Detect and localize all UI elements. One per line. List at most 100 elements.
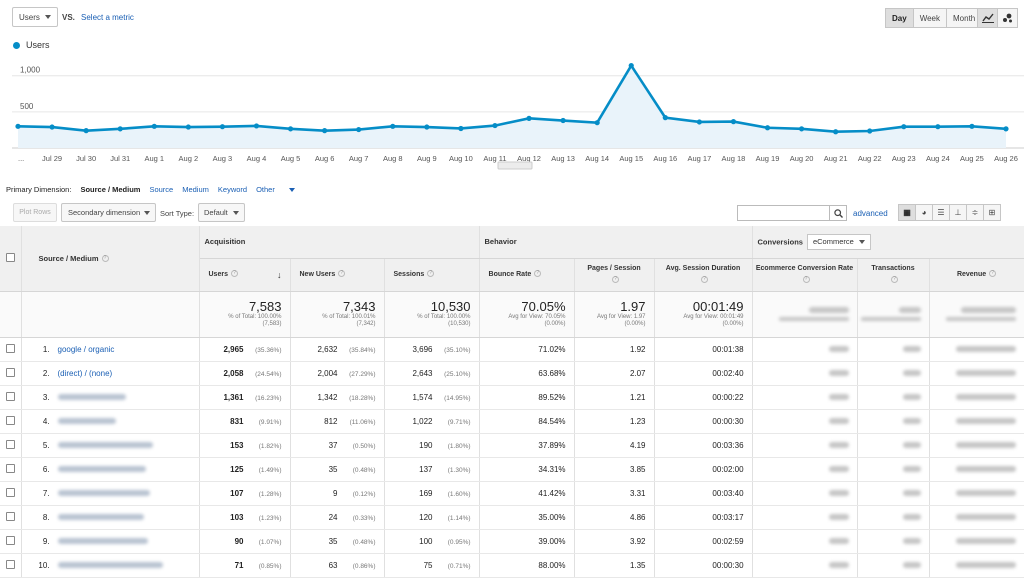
revenue-header[interactable]: Revenue? (929, 258, 1024, 292)
row-checkbox[interactable] (5, 535, 15, 545)
ecommerce-rate-header[interactable]: Ecommerce Conversion Rate? (752, 258, 858, 292)
data-point[interactable] (117, 126, 123, 132)
help-icon[interactable]: ? (534, 270, 542, 278)
data-point[interactable] (935, 124, 941, 130)
day-button[interactable]: Day (885, 8, 914, 28)
table-row[interactable]: 9. 90 (1.07%) 35 (0.48%) 100 (0.95%) 39.00% 3.92… (0, 529, 1024, 554)
dimension-source-medium[interactable]: Source / Medium (80, 185, 141, 194)
table-row[interactable]: 8. 103 (1.23%) 24 (0.33%) 120 (1.14%) 35.00% 4.8… (0, 505, 1024, 530)
transactions-header[interactable]: Transactions? (857, 258, 930, 292)
term-cloud-icon[interactable]: ≑ (966, 204, 984, 221)
data-point[interactable] (764, 125, 771, 131)
chart-resize-handle[interactable] (497, 161, 533, 170)
secondary-dimension-select[interactable]: Secondary dimension (61, 203, 156, 222)
data-point[interactable] (696, 119, 702, 125)
help-icon[interactable]: ? (427, 270, 435, 278)
data-point[interactable] (526, 115, 532, 121)
data-point[interactable] (560, 117, 566, 124)
pie-chart-icon[interactable]: ◕ (915, 204, 933, 221)
help-icon[interactable]: ? (891, 276, 899, 284)
row-checkbox[interactable] (5, 391, 15, 401)
data-point[interactable] (730, 119, 737, 125)
table-row[interactable]: 7. 107 (1.28%) 9 (0.12%) 169 (1.60%) 41.42% 3.31… (0, 481, 1024, 506)
dimension-other[interactable]: Other (256, 185, 304, 194)
table-row[interactable]: 3. 1,361 (16.23%) 1,342 (18.28%) 1,574 (14.95%… (0, 385, 1024, 410)
data-point[interactable] (798, 126, 805, 132)
users-header[interactable]: Users? ↓ (199, 258, 291, 292)
data-table-icon[interactable]: ▦ (898, 204, 916, 221)
bounce-rate-header[interactable]: Bounce Rate? (479, 258, 575, 292)
data-point[interactable] (322, 128, 328, 134)
pivot-icon[interactable]: ⊞ (983, 204, 1001, 221)
help-icon[interactable]: ? (338, 270, 346, 278)
help-icon[interactable]: ? (230, 270, 238, 278)
sort-type-select[interactable]: Default (198, 203, 245, 222)
data-point[interactable] (458, 125, 464, 132)
motion-chart-icon[interactable] (997, 8, 1018, 28)
source-medium-link[interactable]: (direct) / (none) (57, 368, 113, 378)
plot-rows-button[interactable]: Plot Rows (13, 203, 57, 222)
row-checkbox[interactable] (5, 463, 15, 473)
search-icon[interactable] (829, 205, 847, 221)
advanced-filter-link[interactable]: advanced (853, 209, 888, 218)
help-icon[interactable]: ? (989, 270, 997, 278)
row-checkbox[interactable] (5, 559, 15, 569)
data-point[interactable] (833, 129, 839, 135)
data-point[interactable] (356, 126, 362, 133)
row-checkbox[interactable] (5, 439, 15, 449)
source-medium-link[interactable]: google / organic (57, 344, 115, 354)
data-point[interactable] (15, 123, 21, 129)
data-point[interactable] (219, 124, 226, 130)
data-point[interactable] (594, 120, 600, 126)
data-point[interactable] (253, 123, 260, 129)
data-point[interactable] (492, 122, 498, 129)
dimension-medium[interactable]: Medium (182, 185, 209, 194)
row-checkbox[interactable] (5, 415, 15, 425)
table-row[interactable]: 4. 831 (9.91%) 812 (11.06%) 1,022 (9.71%) 84.54… (0, 409, 1024, 434)
redacted-value (828, 346, 849, 353)
dimension-source[interactable]: Source (149, 185, 174, 194)
dimension-keyword[interactable]: Keyword (217, 185, 248, 194)
conversions-select[interactable]: eCommerce (806, 233, 871, 250)
data-point[interactable] (867, 128, 873, 134)
performance-bars-icon[interactable]: ☰ (932, 204, 950, 221)
comparison-icon[interactable]: ⊥ (949, 204, 967, 221)
table-row[interactable]: 1. google / organic 2,965 (35.36%) 2,632 (35.… (0, 337, 1024, 362)
data-point[interactable] (390, 123, 396, 129)
row-checkbox[interactable] (5, 511, 15, 521)
pages-session-header[interactable]: Pages / Session? (574, 258, 655, 292)
table-row[interactable]: 5. 153 (1.82%) 37 (0.50%) 190 (1.80%) 37.89% 4.1… (0, 433, 1024, 458)
data-point[interactable] (83, 128, 89, 134)
data-point[interactable] (185, 124, 191, 130)
data-point[interactable] (662, 115, 668, 121)
table-row[interactable]: 6. 125 (1.49%) 35 (0.48%) 137 (1.30%) 34.31% 3.8… (0, 457, 1024, 482)
data-point[interactable] (49, 124, 55, 130)
select-metric-link[interactable]: Select a metric (81, 13, 134, 22)
select-all-checkbox[interactable] (5, 252, 15, 262)
new-users-header[interactable]: New Users? (290, 258, 385, 292)
table-row[interactable]: 10. 71 (0.85%) 63 (0.86%) 75 (0.71%) 88.00% 1.35… (0, 553, 1024, 578)
help-icon[interactable]: ? (101, 255, 109, 263)
data-point[interactable] (901, 124, 907, 130)
avg-duration-header[interactable]: Avg. Session Duration? (654, 258, 753, 292)
table-row[interactable]: 2. (direct) / (none) 2,058 (24.54%) 2,004 (27… (0, 361, 1024, 386)
row-checkbox[interactable] (5, 367, 15, 377)
week-button[interactable]: Week (912, 8, 947, 28)
help-icon[interactable]: ? (701, 276, 709, 284)
data-point[interactable] (1003, 126, 1009, 132)
data-point[interactable] (151, 123, 157, 129)
data-point[interactable] (424, 124, 430, 130)
dimension-header[interactable]: Source / Medium? (21, 226, 200, 292)
data-point[interactable] (969, 123, 975, 129)
metric-select[interactable]: Users (12, 7, 58, 27)
sessions-header[interactable]: Sessions? (384, 258, 480, 292)
row-checkbox[interactable] (5, 343, 15, 353)
row-checkbox[interactable] (5, 487, 15, 497)
data-point[interactable] (287, 126, 294, 132)
data-point[interactable] (628, 62, 634, 69)
users-line-chart[interactable]: 1,000 500... Jul 29 Jul 30 Jul 31 Aug 1 Aug 2 A… (0, 54, 1024, 172)
table-search-input[interactable] (737, 205, 847, 221)
help-icon[interactable]: ? (802, 276, 810, 284)
line-chart-icon[interactable] (977, 8, 998, 28)
help-icon[interactable]: ? (612, 276, 620, 284)
